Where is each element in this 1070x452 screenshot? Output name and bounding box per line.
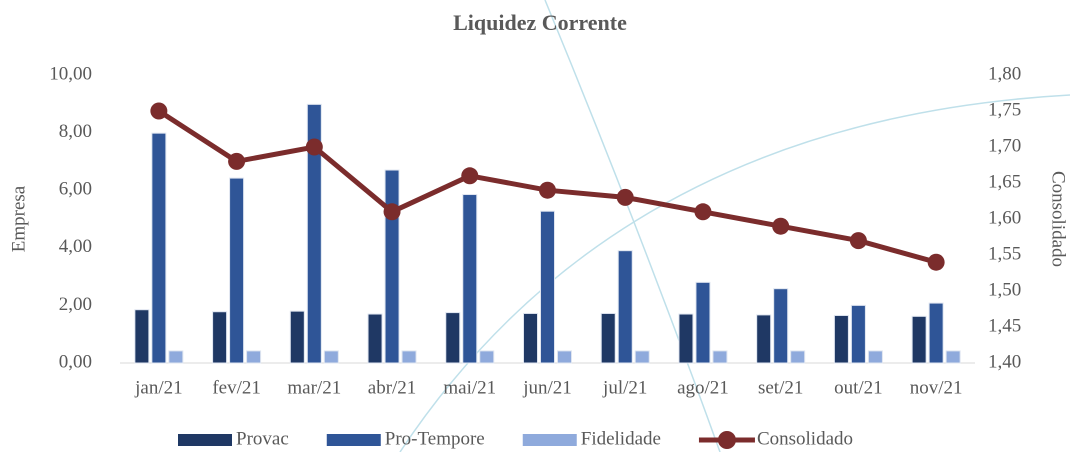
y-tick-label: 8,00 <box>59 121 92 142</box>
bar <box>229 177 245 364</box>
y2-tick-label: 1,75 <box>988 99 1021 120</box>
legend-label: Consolidado <box>757 428 853 449</box>
y2-tick-label: 1,45 <box>988 315 1021 336</box>
y-tick-label: 6,00 <box>59 179 92 200</box>
bar <box>289 310 305 364</box>
x-tick-label: fev/21 <box>212 377 261 398</box>
legend-label: Pro-Tempore <box>385 428 485 449</box>
marker <box>461 167 479 185</box>
background-arc <box>399 94 1070 452</box>
y-tick-label: 2,00 <box>59 294 92 315</box>
y2-tick-label: 1,70 <box>988 135 1021 156</box>
x-tick-label: abr/21 <box>368 377 417 398</box>
bar <box>756 314 772 364</box>
legend-label: Fidelidade <box>581 428 661 449</box>
y2-axis-label: Consolidado <box>1048 171 1069 267</box>
bar <box>445 312 461 364</box>
bar <box>557 350 572 364</box>
marker <box>150 102 168 120</box>
bar <box>306 103 322 364</box>
background-arc <box>544 0 721 452</box>
bar <box>540 210 555 364</box>
bar <box>773 288 789 364</box>
x-tick-label: jan/21 <box>134 377 183 398</box>
bar <box>617 250 633 364</box>
marker <box>305 138 323 156</box>
legend-swatch <box>178 434 232 446</box>
legend-swatch <box>717 431 736 449</box>
y2-tick-label: 1,55 <box>988 243 1021 264</box>
y-tick-label: 0,00 <box>59 351 92 372</box>
bar <box>833 314 849 364</box>
bar <box>928 302 944 364</box>
legend-label: Provac <box>236 428 289 449</box>
marker <box>616 188 634 206</box>
y-tick-label: 10,00 <box>49 63 92 84</box>
y2-tick-label: 1,40 <box>988 351 1021 372</box>
bar <box>323 350 339 364</box>
chart-title: Liquidez Corrente <box>453 10 627 35</box>
x-tick-label: jul/21 <box>602 377 647 398</box>
bar <box>600 312 616 364</box>
x-tick-label: mai/21 <box>443 377 496 398</box>
x-tick-label: ago/21 <box>677 377 729 398</box>
x-tick-label: mar/21 <box>287 377 341 398</box>
x-tick-label: jun/21 <box>522 377 572 398</box>
x-tick-label: nov/21 <box>910 377 963 398</box>
bar <box>945 350 961 364</box>
bar <box>134 309 150 364</box>
bar <box>479 350 495 364</box>
bar <box>867 350 883 364</box>
bar <box>695 281 711 364</box>
marker <box>539 181 556 199</box>
marker <box>694 203 712 221</box>
bar <box>367 313 383 364</box>
bar <box>384 169 400 364</box>
bar <box>678 313 694 364</box>
marker <box>228 152 246 170</box>
bar <box>523 312 538 364</box>
bar <box>712 350 728 364</box>
y-axis-label: Empresa <box>8 185 29 252</box>
y2-tick-label: 1,50 <box>988 279 1021 300</box>
bar <box>911 315 927 364</box>
bar <box>790 350 806 364</box>
bar <box>151 132 167 364</box>
bar <box>246 350 262 364</box>
marker <box>383 203 401 221</box>
bar <box>850 304 866 364</box>
marker <box>772 217 790 235</box>
y-tick-label: 4,00 <box>59 236 92 257</box>
bar <box>634 350 650 364</box>
legend-swatch <box>326 434 381 446</box>
bar <box>462 194 478 364</box>
y2-tick-label: 1,65 <box>988 171 1021 192</box>
y2-tick-label: 1,60 <box>988 207 1021 228</box>
marker <box>849 232 867 250</box>
bar <box>401 350 417 364</box>
x-tick-label: set/21 <box>758 377 803 398</box>
y2-tick-label: 1,80 <box>988 63 1021 84</box>
bar <box>212 311 228 364</box>
bar <box>168 350 184 364</box>
legend-swatch <box>522 434 577 446</box>
x-tick-label: out/21 <box>834 377 883 398</box>
marker <box>927 253 945 271</box>
